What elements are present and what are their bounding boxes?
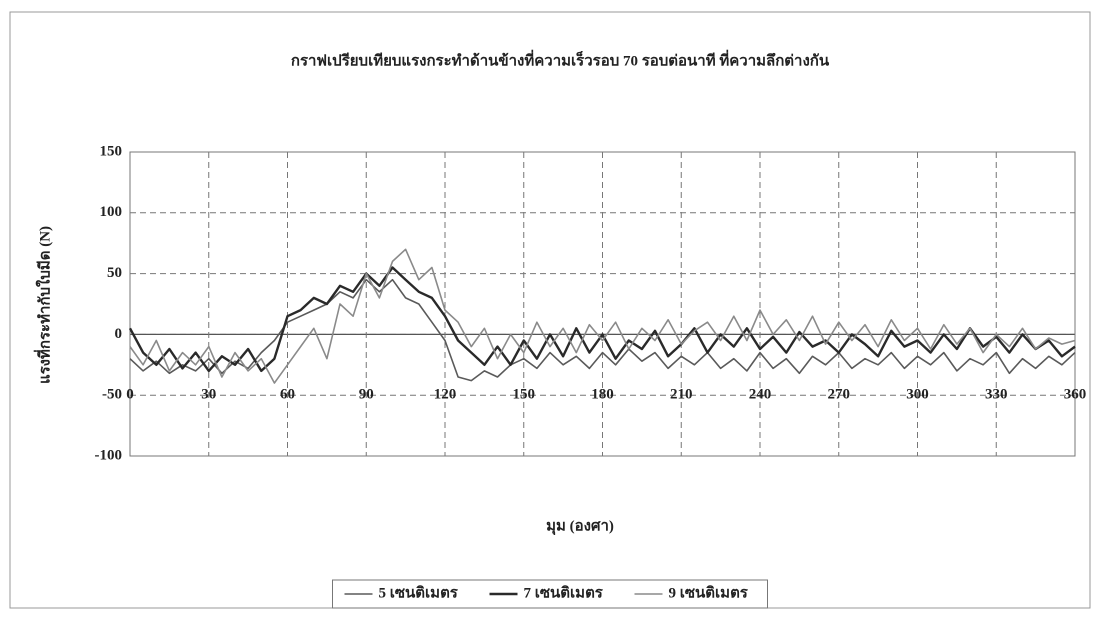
y-tick-label: 0 (115, 326, 123, 342)
x-tick-label: 210 (670, 387, 693, 403)
legend-label: 7 เซนติเมตร (524, 583, 604, 601)
x-tick-label: 330 (985, 387, 1008, 403)
y-tick-label: 150 (100, 143, 123, 159)
x-tick-label: 360 (1064, 387, 1087, 403)
page: กราฟเปรียบเทียบแรงกระทำด้านข้างที่ความเร… (0, 0, 1099, 619)
x-tick-label: 180 (591, 387, 614, 403)
y-tick-label: 100 (100, 204, 123, 220)
y-tick-label: -100 (95, 447, 123, 463)
x-tick-label: 120 (434, 387, 457, 403)
x-tick-label: 240 (749, 387, 772, 403)
y-tick-label: -50 (102, 387, 122, 403)
x-tick-label: 150 (513, 387, 536, 403)
chart: กราฟเปรียบเทียบแรงกระทำด้านข้างที่ความเร… (0, 0, 1099, 614)
x-axis-label: มุม (องศา) (546, 518, 614, 535)
legend-label: 5 เซนติเมตร (379, 583, 459, 601)
x-tick-label: 60 (280, 387, 295, 403)
x-tick-label: 90 (359, 387, 374, 403)
x-tick-label: 300 (906, 387, 929, 403)
x-tick-label: 270 (828, 387, 851, 403)
x-tick-label: 30 (201, 387, 216, 403)
y-tick-label: 50 (107, 265, 122, 281)
legend-label: 9 เซนติเมตร (669, 583, 749, 601)
x-tick-label: 0 (126, 387, 134, 403)
